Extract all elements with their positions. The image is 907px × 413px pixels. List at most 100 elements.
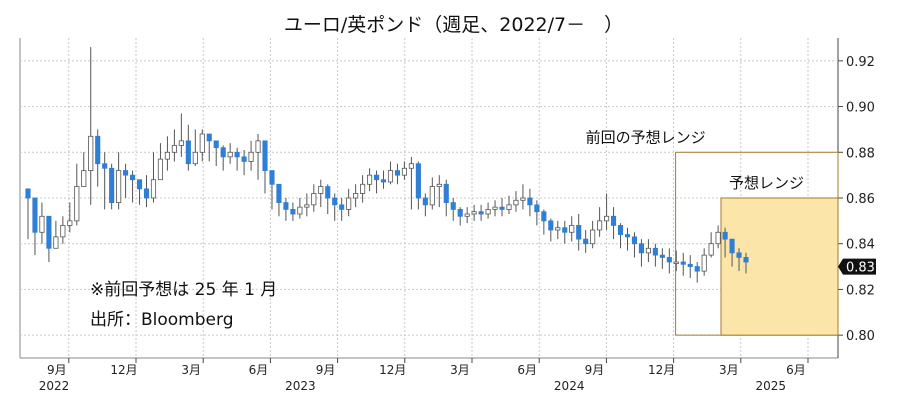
previous-forecast-note: ※前回予想は 25 年 1 月 (90, 280, 278, 300)
candle-up (715, 231, 721, 245)
candle-up (248, 151, 254, 162)
candle-down (541, 211, 547, 222)
candle-down (290, 209, 296, 215)
candle-down (394, 170, 401, 176)
candle-up (408, 163, 414, 169)
candle-down (638, 243, 644, 254)
candle-up (60, 225, 66, 238)
candle-down (736, 252, 742, 258)
candle-up (311, 193, 317, 206)
candle-up (555, 227, 561, 231)
candle-up (701, 254, 707, 272)
candle-down (380, 179, 387, 183)
x-tick-label: 3月 (450, 363, 470, 377)
candle-up (304, 204, 310, 208)
candle-up (346, 197, 352, 210)
candle-down (185, 140, 191, 165)
previous-range-label: 前回の予想レンジ (586, 128, 706, 146)
candle-up (597, 220, 603, 231)
candle-down (32, 197, 38, 233)
x-tick-label: 9月 (47, 363, 67, 377)
candle-up (199, 133, 205, 153)
candle-up (513, 199, 519, 206)
candle-down (499, 206, 505, 210)
candle-down (722, 231, 728, 240)
x-tick-label: 6月 (249, 363, 269, 377)
candle-down (234, 151, 240, 158)
candle-up (255, 140, 261, 153)
candle-down (46, 215, 52, 249)
x-tick-label: 3月 (181, 363, 201, 377)
candle-up (492, 206, 498, 210)
candle-down (130, 174, 136, 181)
x-tick-label: 12月 (379, 363, 406, 377)
x-tick-label: 6月 (786, 363, 806, 377)
candle-down (694, 266, 700, 272)
candle-down (123, 170, 129, 176)
source-note: 出所：Bloomberg (90, 310, 234, 330)
y-tick-label: 0.88 (846, 146, 875, 161)
candle-up (53, 236, 59, 249)
candle-down (659, 254, 665, 258)
candle-down (548, 220, 554, 231)
candle-up (471, 211, 477, 215)
candle-down (276, 183, 282, 203)
candle-up (673, 261, 679, 264)
y-tick-label: 0.84 (846, 238, 875, 253)
y-tick-label: 0.86 (846, 192, 875, 207)
candle-up (157, 158, 164, 181)
x-tick-label: 9月 (585, 363, 605, 377)
y-tick-label: 0.80 (846, 329, 875, 344)
candle-up (360, 183, 366, 194)
candle-up (590, 229, 596, 245)
candle-up (429, 186, 435, 206)
candle-up (604, 215, 610, 222)
candle-up (569, 225, 575, 233)
candle-down (743, 257, 749, 263)
candle-down (583, 238, 589, 245)
candle-down (687, 263, 693, 267)
candle-down (576, 225, 582, 240)
chart-title: ユーロ/英ポンド（週足、2022/7－ ） (283, 14, 624, 36)
candle-up (39, 215, 45, 233)
y-tick-label: 0.82 (846, 283, 875, 298)
candle-up (171, 145, 177, 153)
candle-down (206, 133, 212, 142)
candle-up (67, 220, 73, 226)
x-tick-label: 3月 (719, 363, 739, 377)
forecast-range-box (720, 197, 839, 336)
candle-up (485, 209, 491, 215)
candle-up (367, 174, 373, 185)
candle-down (136, 179, 143, 190)
candle-down (527, 197, 533, 206)
candle-down (339, 204, 345, 210)
candle-down (415, 163, 421, 199)
candle-up (164, 151, 170, 160)
candle-down (729, 238, 735, 254)
candle-down (220, 147, 226, 158)
candle-up (708, 243, 714, 256)
candle-up (192, 151, 198, 165)
y-tick-label: 0.90 (846, 101, 875, 116)
candle-down (624, 234, 631, 238)
candle-up (178, 140, 184, 146)
candle-up (387, 170, 394, 183)
x-year-label: 2024 (554, 379, 585, 393)
candle-up (81, 170, 87, 187)
candle-up (297, 206, 303, 215)
x-year-label: 2023 (285, 379, 316, 393)
candle-down (262, 140, 268, 171)
candle-down (373, 174, 380, 181)
candle-down (332, 197, 338, 206)
candle-up (150, 179, 157, 199)
candle-down (95, 135, 101, 165)
last-value-label: 0.83 (846, 261, 875, 276)
candle-up (506, 204, 512, 210)
candle-up (436, 183, 442, 187)
x-tick-label: 12月 (648, 363, 675, 377)
candle-down (652, 247, 658, 256)
x-year-label: 2022 (39, 379, 70, 393)
candle-up (227, 151, 233, 158)
candle-down (25, 188, 31, 199)
